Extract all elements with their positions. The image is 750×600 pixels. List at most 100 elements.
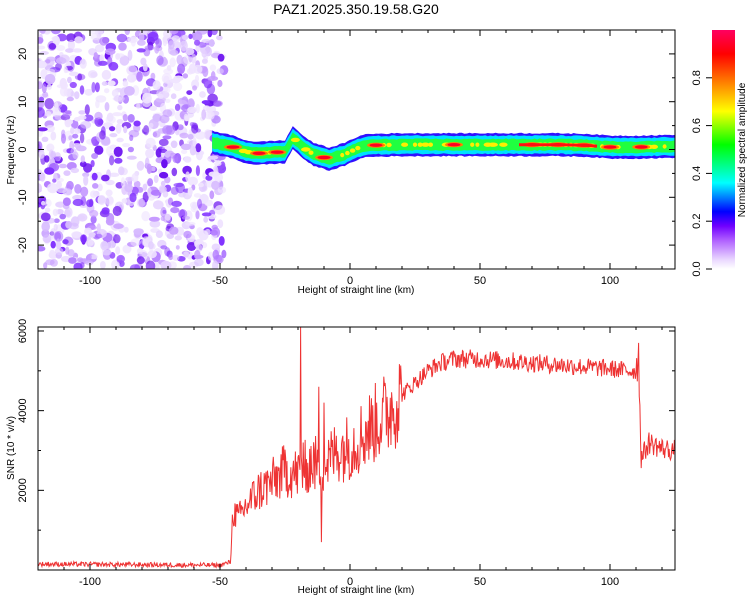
noise-blob: [151, 166, 156, 172]
noise-blob: [101, 207, 110, 215]
noise-blob: [38, 107, 45, 118]
noise-blob: [129, 264, 141, 269]
noise-blob: [111, 259, 120, 269]
signal-yellow-segment: [428, 142, 433, 147]
noise-blob: [90, 190, 97, 198]
noise-blob: [187, 176, 198, 186]
noise-blob: [127, 146, 134, 153]
noise-blob: [90, 254, 98, 260]
noise-blob: [107, 240, 116, 249]
noise-blob: [101, 81, 108, 86]
x-tick-label: 50: [474, 275, 486, 287]
noise-blob: [89, 209, 99, 218]
noise-blob: [199, 150, 205, 156]
noise-blob: [46, 143, 55, 152]
noise-blob: [70, 148, 77, 155]
noise-blob: [172, 41, 181, 50]
snr-panel: -100 -50 0 50 100 2000 4000 6000 Height of str…: [6, 319, 676, 596]
noise-blob: [138, 31, 145, 43]
noise-blob: [94, 233, 103, 239]
signal-yellow-segment: [386, 142, 392, 148]
noise-blob: [95, 99, 100, 109]
noise-blob: [101, 69, 112, 80]
noise-blob: [124, 30, 131, 36]
noise-blob: [56, 241, 62, 249]
noise-blob: [170, 140, 178, 149]
noise-blob: [63, 170, 71, 177]
noise-blob: [84, 260, 94, 266]
noise-blob: [65, 220, 72, 229]
noise-blob: [115, 53, 125, 58]
noise-blob: [205, 175, 213, 181]
noise-blob: [44, 73, 56, 85]
noise-blob: [208, 155, 219, 160]
noise-blob: [170, 93, 177, 100]
noise-blob: [170, 207, 180, 214]
noise-blob: [131, 186, 139, 195]
noise-blob: [72, 133, 79, 139]
noise-blob: [130, 238, 141, 247]
noise-blob: [97, 60, 108, 66]
noise-blob: [79, 133, 85, 144]
noise-blob: [186, 242, 197, 251]
noise-blob: [40, 30, 46, 35]
noise-blob: [217, 79, 223, 88]
noise-blob: [91, 172, 98, 181]
noise-blob: [46, 68, 56, 74]
noise-blob: [40, 212, 51, 222]
noise-blob: [119, 55, 130, 66]
noise-blob: [104, 102, 110, 112]
y-tick-label: -10: [17, 189, 29, 205]
chart-title: PAZ1.2025.350.19.58.G20: [273, 1, 439, 17]
noise-blob: [91, 153, 99, 159]
noise-blob: [177, 63, 186, 74]
x-tick-label: 0: [347, 576, 353, 588]
noise-blob: [99, 36, 109, 46]
noise-blob: [99, 54, 105, 63]
spectrogram-x-label: Height of straight line (km): [298, 285, 415, 296]
noise-blob: [62, 197, 71, 206]
noise-blob: [74, 143, 82, 149]
noise-blob: [70, 167, 80, 174]
noise-blob: [179, 132, 189, 139]
noise-blob: [97, 183, 103, 192]
noise-blob: [69, 71, 79, 77]
noise-blob: [51, 30, 61, 35]
noise-blob: [79, 85, 85, 95]
colorbar-ticks: 0.0 0.2 0.4 0.6 0.8: [691, 70, 712, 277]
noise-blob: [84, 104, 90, 115]
noise-blob: [114, 157, 123, 164]
noise-blob: [136, 71, 143, 82]
noise-blob: [97, 194, 106, 206]
noise-blob: [58, 163, 68, 169]
noise-blob: [158, 93, 164, 99]
noise-blob: [63, 66, 68, 74]
noise-blob: [94, 145, 104, 155]
noise-blob: [201, 49, 207, 58]
noise-blob: [161, 159, 168, 169]
noise-blob: [136, 247, 143, 255]
noise-blob: [152, 113, 162, 122]
noise-blob: [208, 171, 218, 177]
noise-blob: [45, 125, 55, 133]
noise-blob: [158, 185, 165, 194]
noise-blob: [155, 230, 163, 238]
signal-yellow-segment: [345, 150, 350, 156]
noise-blob: [116, 119, 124, 124]
noise-blob: [116, 33, 128, 43]
noise-blob: [150, 72, 156, 81]
noise-blob: [211, 180, 220, 190]
signal-yellow-segment: [499, 142, 508, 147]
x-tick-label: -100: [79, 275, 101, 287]
noise-blob: [124, 184, 134, 193]
noise-blob: [52, 35, 61, 46]
noise-blob: [187, 106, 197, 114]
x-tick-label: 100: [601, 275, 619, 287]
noise-blob: [38, 81, 43, 90]
noise-blob: [194, 250, 201, 260]
noise-blob: [196, 244, 203, 252]
signal-yellow-segment: [340, 152, 345, 158]
noise-blob: [118, 42, 127, 51]
x-tick-label: 100: [601, 576, 619, 588]
